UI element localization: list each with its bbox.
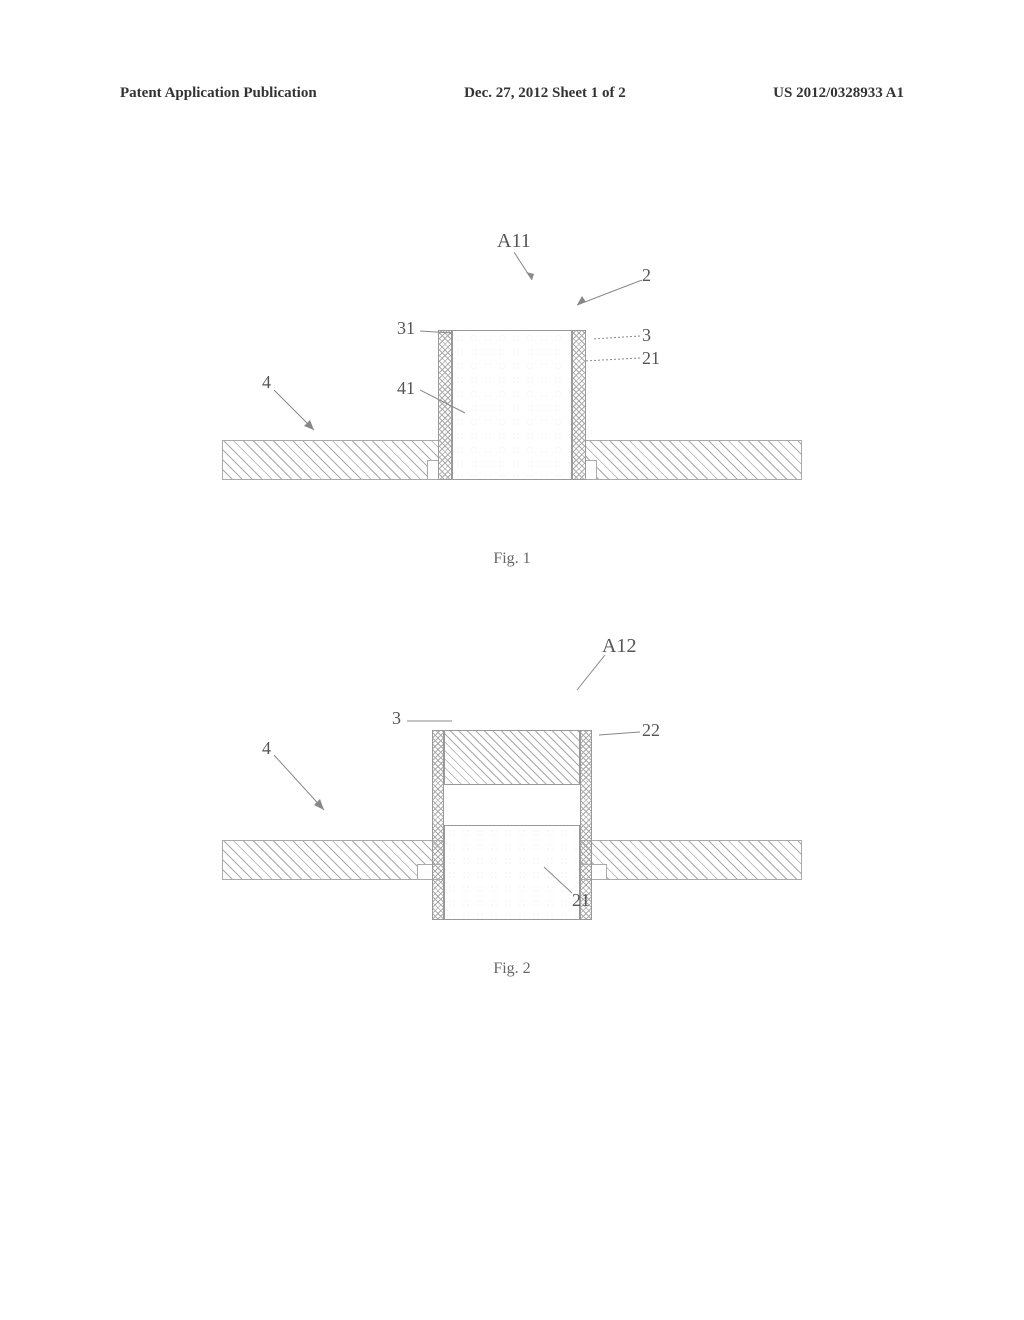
outer-left-2: [432, 730, 444, 920]
ref-A11: A11: [497, 230, 531, 253]
lead-21: [582, 356, 642, 366]
figure-2-caption: Fig. 2: [493, 960, 530, 978]
ref-22: 22: [642, 720, 660, 741]
ref-A12: A12: [602, 635, 636, 658]
upper-core: [444, 730, 580, 785]
ref-41: 41: [397, 378, 415, 399]
header-left: Patent Application Publication: [120, 85, 317, 102]
lead-4: [274, 390, 324, 440]
figure-2-diagram: A12 3 4 22 21: [202, 660, 822, 920]
ref-31: 31: [397, 318, 415, 339]
crosshatch-right: [573, 331, 585, 479]
figure-1-caption: Fig. 1: [493, 550, 530, 568]
lead-3: [590, 333, 642, 343]
ref-3-2: 3: [392, 708, 401, 729]
lead-31: [420, 328, 455, 338]
figure-1-diagram: A11 2 3 21 31 41 4: [202, 260, 822, 520]
figure-2: A12 3 4 22 21: [202, 660, 822, 920]
page-header: Patent Application Publication Dec. 27, …: [0, 85, 1024, 102]
honeycomb-pattern: [453, 331, 571, 479]
lead-A11: [514, 252, 554, 287]
ref-21: 21: [642, 348, 660, 369]
ref-3: 3: [642, 325, 651, 346]
side-layer-right: [572, 330, 586, 480]
lead-3-2: [407, 718, 457, 728]
header-center: Dec. 27, 2012 Sheet 1 of 2: [464, 85, 626, 102]
lead-A12: [572, 655, 607, 695]
lead-21-2: [542, 865, 577, 895]
lead-2: [572, 280, 647, 310]
header-right: US 2012/0328933 A1: [773, 85, 904, 102]
ref-4-2: 4: [262, 738, 271, 759]
lead-22: [597, 730, 642, 740]
diag-hatch-2: [445, 731, 579, 784]
figure-1: A11 2 3 21 31 41 4: [202, 260, 822, 520]
center-block-2: [432, 730, 592, 880]
lead-4-2: [274, 755, 334, 820]
core-block: [452, 330, 572, 480]
ref-4: 4: [262, 372, 271, 393]
lead-41: [420, 388, 470, 418]
